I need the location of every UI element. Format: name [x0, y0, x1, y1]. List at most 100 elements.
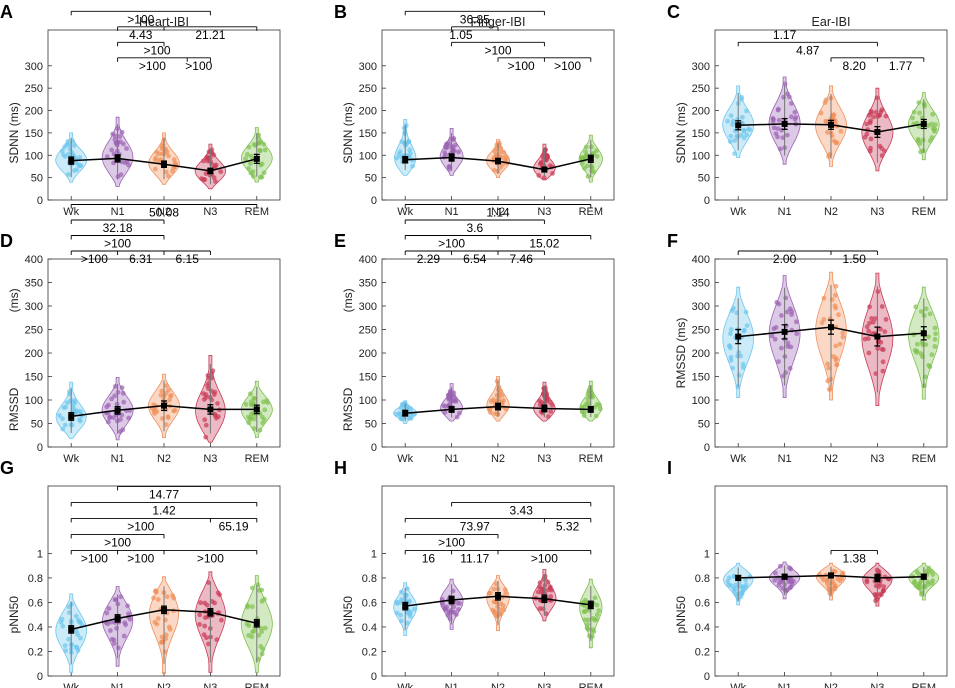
mean-marker: [161, 161, 167, 168]
data-point: [119, 412, 125, 418]
x-tick-label: N1: [445, 682, 459, 688]
mean-marker: [735, 122, 742, 129]
data-point: [779, 313, 784, 318]
data-point: [405, 586, 410, 591]
data-point: [836, 312, 841, 318]
mean-marker: [874, 574, 881, 581]
data-point: [206, 641, 211, 647]
data-point: [833, 292, 838, 298]
data-point: [864, 324, 870, 330]
data-point: [168, 392, 174, 398]
data-point: [930, 111, 936, 117]
data-point: [212, 600, 218, 606]
data-point: [825, 361, 830, 367]
data-point: [585, 617, 591, 623]
data-point: [825, 129, 830, 135]
y-tick-label: 50: [698, 419, 710, 431]
data-point: [821, 295, 827, 301]
data-point: [773, 325, 779, 330]
data-point: [201, 158, 206, 164]
mean-marker: [253, 406, 260, 413]
mean-marker: [448, 597, 455, 603]
y-tick-label: 100: [25, 150, 43, 162]
x-tick-label: REM: [579, 453, 603, 465]
data-point: [117, 134, 123, 139]
bayes-factor-label: >100: [104, 535, 131, 549]
data-point: [742, 327, 747, 333]
data-point: [163, 632, 169, 638]
data-point: [879, 145, 884, 151]
data-point: [917, 110, 922, 116]
data-point: [923, 306, 929, 312]
bayes-factor-label: >100: [144, 43, 171, 57]
data-point: [868, 145, 873, 151]
data-point: [818, 110, 824, 116]
bayes-factor-label: 4.87: [796, 43, 820, 57]
data-point: [926, 565, 932, 571]
data-point: [202, 623, 208, 629]
y-tick-label: 150: [359, 372, 377, 384]
bayes-factor-label: 14.77: [149, 487, 179, 501]
y-tick-label: 0: [371, 442, 377, 454]
data-point: [215, 401, 220, 406]
data-point: [171, 157, 177, 163]
data-point: [726, 582, 732, 588]
mean-marker: [541, 405, 548, 412]
data-point: [778, 563, 783, 569]
data-point: [257, 427, 263, 433]
data-point: [453, 397, 458, 403]
data-point: [731, 305, 736, 311]
data-point: [545, 414, 551, 419]
data-point: [780, 135, 786, 141]
data-point: [880, 359, 886, 365]
x-tick-label: N2: [157, 453, 171, 465]
data-point: [585, 622, 590, 627]
data-point: [66, 636, 71, 642]
x-tick-label: N2: [491, 682, 505, 688]
data-point: [730, 122, 735, 127]
data-point: [171, 165, 177, 171]
data-point: [260, 646, 266, 652]
data-point: [248, 161, 253, 166]
data-point: [544, 152, 550, 158]
data-point: [784, 309, 790, 315]
data-point: [121, 141, 126, 147]
y-axis-label: pNN50: [7, 596, 21, 634]
data-point: [501, 149, 507, 155]
mean-marker: [828, 121, 834, 128]
data-point: [121, 399, 127, 405]
mean-marker: [874, 333, 881, 340]
data-point: [201, 177, 206, 182]
data-point: [57, 413, 62, 418]
data-point: [910, 115, 915, 121]
x-tick-label: N2: [824, 682, 838, 688]
y-tick-label: 350: [359, 278, 377, 290]
data-point: [824, 580, 830, 585]
data-point: [775, 126, 781, 131]
data-point: [63, 648, 68, 654]
y-axis-label-unit: (ms): [7, 288, 21, 312]
data-point: [494, 392, 500, 398]
data-point: [118, 594, 124, 600]
data-point: [878, 340, 884, 345]
x-tick-label: N2: [157, 206, 171, 218]
data-point: [821, 317, 827, 322]
data-point: [121, 633, 127, 639]
data-point: [491, 586, 497, 592]
bayes-factor-label: >100: [81, 252, 108, 266]
data-point: [776, 106, 781, 112]
y-axis-label: pNN50: [674, 596, 688, 634]
data-point: [833, 356, 839, 361]
data-point: [457, 410, 462, 416]
data-point: [116, 645, 121, 651]
data-point: [406, 415, 412, 421]
data-point: [794, 319, 799, 325]
data-point: [833, 140, 839, 146]
data-point: [486, 406, 492, 412]
data-point: [919, 591, 924, 597]
y-tick-label: 300: [692, 61, 710, 73]
data-point: [104, 154, 110, 160]
y-tick-label: 0.8: [28, 573, 43, 585]
data-point: [106, 402, 111, 408]
x-tick-label: N1: [778, 453, 792, 465]
